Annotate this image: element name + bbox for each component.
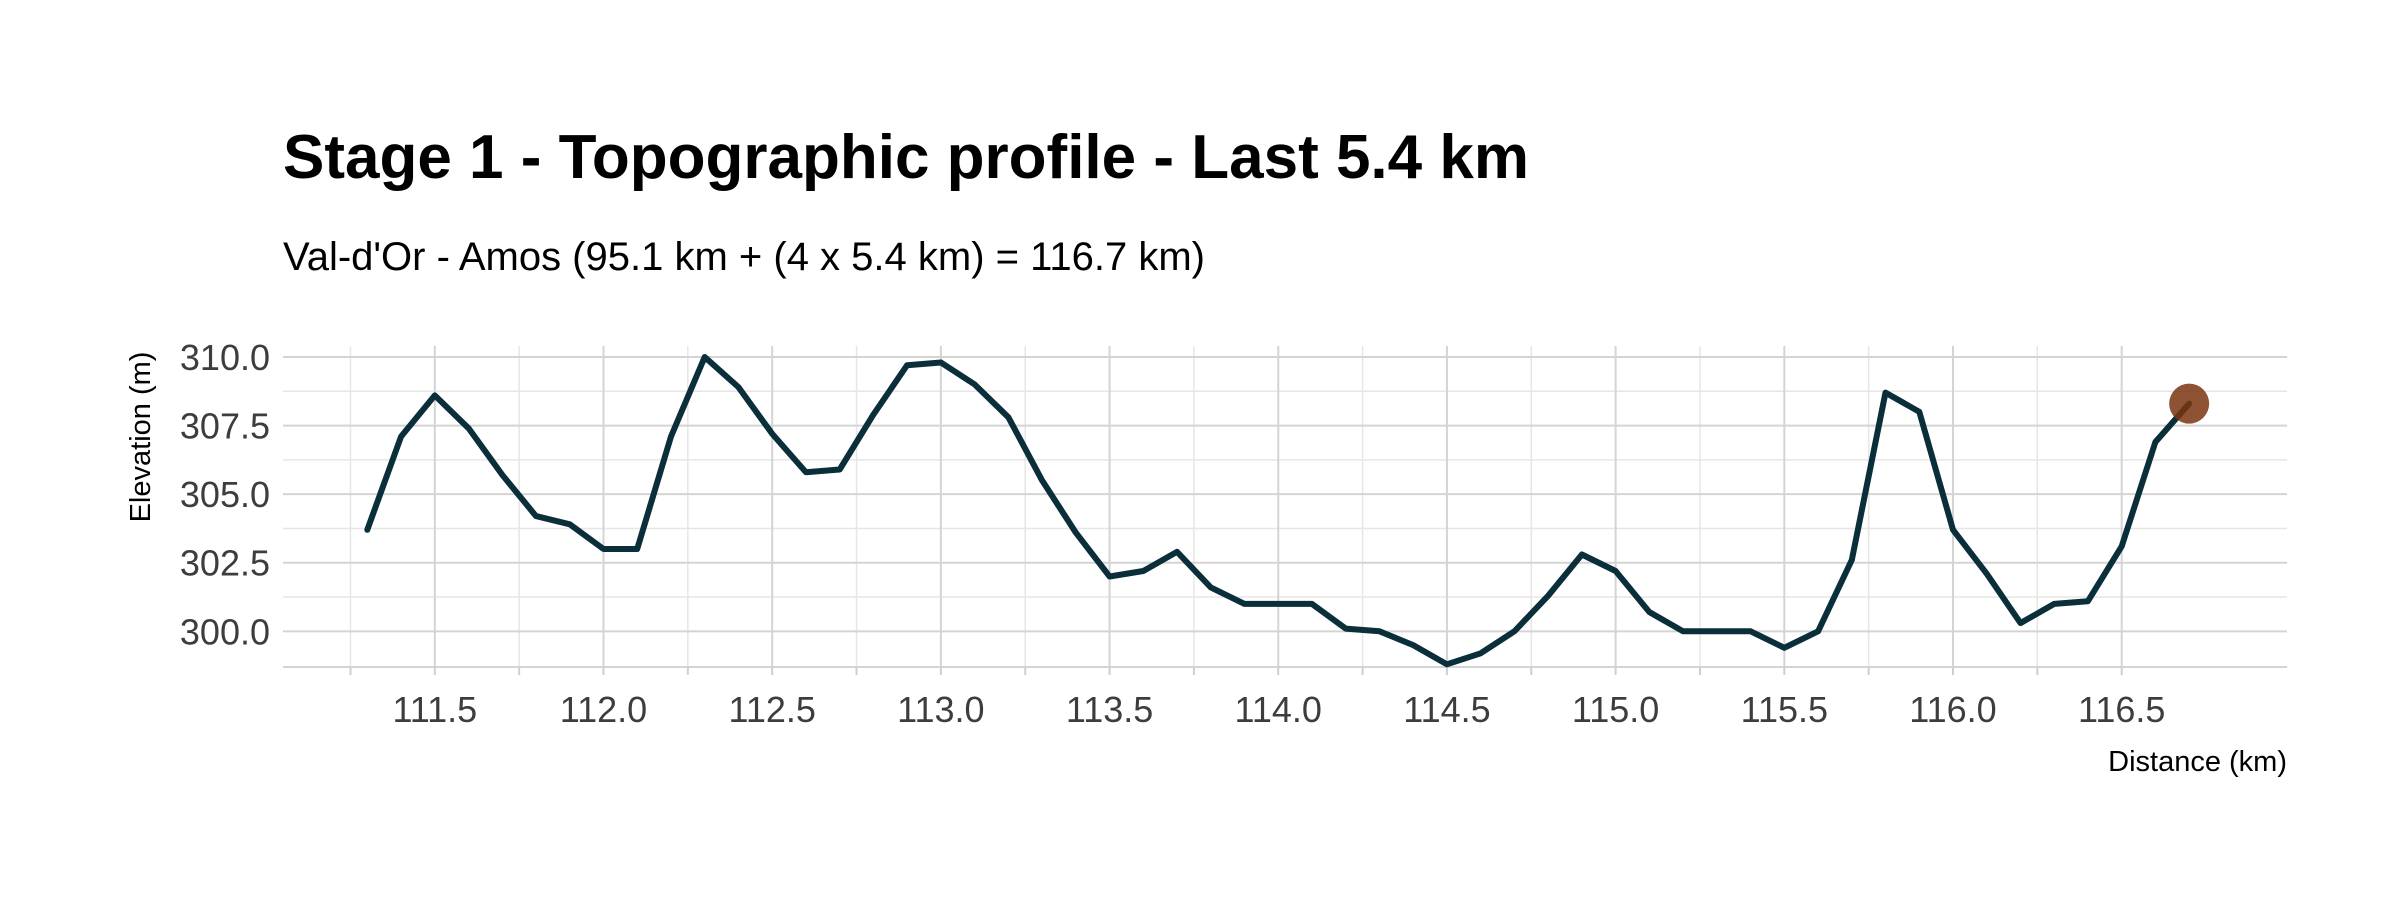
- current-position-marker: [2169, 383, 2210, 424]
- x-axis-ticks: 111.5 112.0 112.5 113.0 113.5 114.0 114.5 115.0…: [349, 667, 2165, 730]
- y-tick-label: 300.0: [180, 611, 270, 652]
- x-tick-label: 111.5: [392, 689, 477, 730]
- chart-title: Stage 1 - Topographic profile - Last 5.4…: [283, 123, 1529, 192]
- y-tick-label: 307.5: [180, 406, 270, 447]
- x-tick-label: 116.5: [2078, 689, 2165, 730]
- x-tick-label: 113.5: [1066, 689, 1153, 730]
- y-tick-label: 310.0: [180, 337, 270, 378]
- x-tick-label: 114.5: [1403, 689, 1490, 730]
- y-axis-title: Elevation (m): [125, 352, 157, 523]
- x-tick-label: 116.0: [1909, 689, 1996, 730]
- series-layer: [364, 354, 2210, 668]
- x-tick-label: 113.0: [897, 689, 984, 730]
- y-tick-label: 302.5: [180, 543, 270, 584]
- grid-lines: [283, 346, 2287, 668]
- x-tick-label: 112.0: [560, 689, 647, 730]
- x-tick-label: 112.5: [728, 689, 815, 730]
- x-tick-label: 115.5: [1741, 689, 1828, 730]
- y-tick-label: 305.0: [180, 474, 270, 515]
- x-tick-label: 114.0: [1235, 689, 1322, 730]
- chart-subtitle: Val-d'Or - Amos (95.1 km + (4 x 5.4 km) …: [283, 235, 1205, 279]
- x-tick-label: 115.0: [1572, 689, 1659, 730]
- elevation-line: [364, 354, 2193, 668]
- x-axis-title: Distance (km): [2108, 746, 2287, 778]
- y-axis-ticks: 300.0 302.5 305.0 307.5 310.0: [180, 337, 270, 652]
